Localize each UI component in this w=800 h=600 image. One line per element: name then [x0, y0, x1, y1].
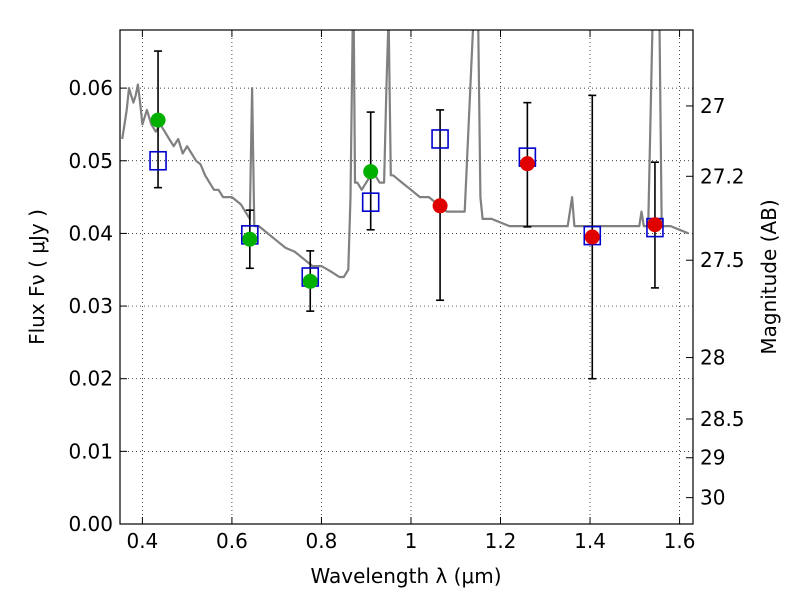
plot-background [120, 30, 693, 524]
square-marker [583, 225, 602, 246]
y-axis-ticks: 0.00 0.01 0.02 0.03 0.04 0.05 0.06 [68, 76, 127, 536]
spectrum-line [121, 30, 689, 279]
y2-tick-label: 29 [700, 446, 725, 470]
red-point [647, 217, 663, 233]
y-tick-label: 0.04 [68, 221, 113, 245]
green-point [242, 231, 258, 247]
y2-tick-label: 27.5 [700, 248, 745, 272]
y2-axis-title: Magnitude (AB) [757, 199, 781, 354]
y2-tick-label: 28.5 [700, 407, 745, 431]
spectrum-layer [121, 30, 689, 279]
x-tick-label: 1 [405, 529, 418, 553]
y2-axis-ticks: 27 27.2 27.5 28 28.5 29 30 [686, 94, 745, 510]
x-tick-label: 0.8 [306, 529, 338, 553]
x-tick-label: 1.4 [574, 529, 606, 553]
circle-marker-layer [150, 112, 663, 289]
green-point [150, 112, 166, 128]
x-axis-ticks: 0.4 0.6 0.8 1 1.2 1.4 1.6 [126, 30, 695, 553]
y2-tick-label: 27 [700, 94, 725, 118]
square-marker [431, 129, 449, 149]
y2-tick-label: 28 [700, 346, 725, 370]
x-tick-label: 0.6 [216, 529, 248, 553]
plot-frame [119, 29, 694, 525]
x-tick-label: 0.4 [126, 529, 158, 553]
x-axis-title: Wavelength λ (μm) [310, 564, 501, 588]
y-tick-label: 0.00 [68, 512, 113, 536]
y-tick-label: 0.02 [68, 367, 113, 391]
red-point [432, 198, 448, 214]
red-point [519, 156, 535, 172]
y-tick-label: 0.01 [68, 439, 113, 463]
red-point [584, 229, 600, 245]
x-tick-label: 1.6 [664, 529, 696, 553]
y-tick-label: 0.03 [68, 294, 113, 318]
green-point [363, 164, 379, 180]
y2-tick-label: 30 [700, 486, 725, 510]
y-axis-title: Flux Fν ( μJy ) [25, 209, 49, 345]
x-tick-label: 1.2 [485, 529, 517, 553]
square-marker [361, 192, 380, 212]
y-tick-label: 0.06 [68, 76, 113, 100]
square-marker [149, 150, 167, 171]
green-point [302, 273, 318, 289]
y2-tick-label: 27.2 [700, 164, 745, 188]
y-tick-label: 0.05 [68, 149, 113, 173]
